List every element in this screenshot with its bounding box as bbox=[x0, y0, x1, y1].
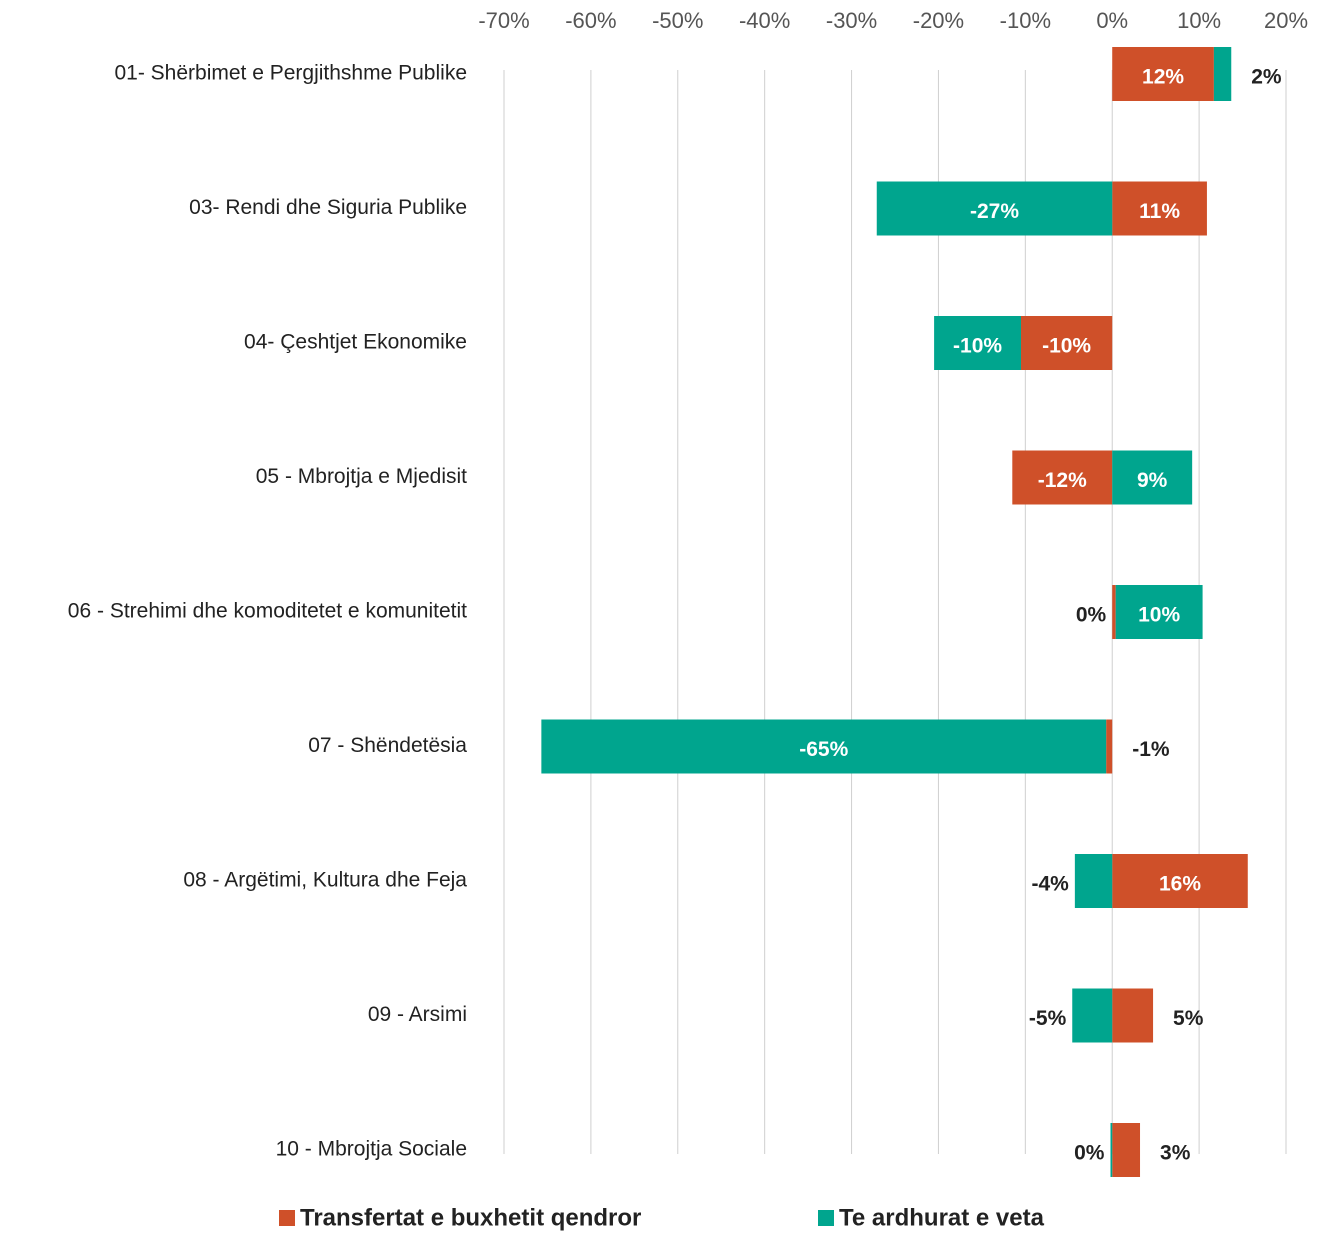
x-tick-label: 0% bbox=[1096, 8, 1128, 33]
bar bbox=[541, 719, 1107, 774]
data-label: 0% bbox=[1074, 1142, 1105, 1165]
data-label: -1% bbox=[1132, 738, 1170, 761]
data-label: -65% bbox=[799, 738, 848, 761]
data-label: 11% bbox=[1139, 200, 1180, 223]
legend-swatch bbox=[279, 1210, 295, 1226]
category-label: 03- Rendi dhe Siguria Publike bbox=[189, 196, 467, 219]
bar bbox=[1112, 47, 1214, 101]
x-tick-label: -10% bbox=[1000, 8, 1051, 33]
bar bbox=[1110, 1123, 1113, 1177]
data-label: 10% bbox=[1138, 604, 1180, 627]
category-label: 10 - Mbrojtja Sociale bbox=[276, 1138, 467, 1161]
category-label: 04- Çeshtjet Ekonomike bbox=[244, 331, 467, 354]
data-label: 16% bbox=[1159, 873, 1201, 896]
data-label: -10% bbox=[953, 335, 1002, 358]
bar bbox=[876, 181, 1113, 236]
category-label: 09 - Arsimi bbox=[368, 1003, 467, 1026]
data-label: 9% bbox=[1137, 469, 1168, 492]
data-label: 5% bbox=[1173, 1007, 1204, 1030]
x-tick-label: 20% bbox=[1264, 8, 1308, 33]
data-label: -4% bbox=[1032, 873, 1070, 896]
category-label: 05 - Mbrojtja e Mjedisit bbox=[256, 465, 467, 488]
bar bbox=[1020, 316, 1113, 370]
bar bbox=[1112, 988, 1154, 1043]
data-label: 0% bbox=[1076, 604, 1107, 627]
x-tick-label: -20% bbox=[913, 8, 964, 33]
category-label: 06 - Strehimi dhe komoditetet e komunite… bbox=[68, 600, 467, 623]
bar bbox=[934, 316, 1021, 370]
data-label: -10% bbox=[1042, 335, 1091, 358]
x-tick-label: -40% bbox=[739, 8, 790, 33]
legend-label: Transfertat e buxhetit qendror bbox=[300, 1204, 641, 1231]
bar bbox=[1112, 585, 1116, 639]
x-tick-label: -70% bbox=[478, 8, 529, 33]
legend-swatch bbox=[818, 1210, 834, 1226]
bar bbox=[1074, 854, 1113, 908]
bar bbox=[1112, 181, 1207, 236]
x-tick-label: -30% bbox=[826, 8, 877, 33]
bar bbox=[1112, 1123, 1141, 1177]
x-tick-label: -60% bbox=[565, 8, 616, 33]
category-label: 07 - Shëndetësia bbox=[308, 734, 467, 757]
data-label: 12% bbox=[1142, 66, 1184, 89]
data-label: -5% bbox=[1029, 1007, 1067, 1030]
data-label: -27% bbox=[970, 200, 1019, 223]
bar bbox=[1072, 988, 1113, 1043]
category-label: 08 - Argëtimi, Kultura dhe Feja bbox=[183, 869, 467, 892]
x-tick-label: 10% bbox=[1177, 8, 1221, 33]
category-label: 01- Shërbimet e Pergjithshme Publike bbox=[114, 62, 467, 85]
bar bbox=[1112, 450, 1193, 505]
x-tick-label: -50% bbox=[652, 8, 703, 33]
bar bbox=[1106, 719, 1113, 774]
bar bbox=[1115, 585, 1203, 639]
bar bbox=[1213, 47, 1232, 101]
data-label: 3% bbox=[1160, 1142, 1191, 1165]
bar bbox=[1012, 450, 1113, 505]
bar bbox=[1112, 854, 1248, 908]
data-label: 2% bbox=[1251, 66, 1282, 89]
legend-label: Te ardhurat e veta bbox=[839, 1204, 1045, 1231]
data-label: -12% bbox=[1038, 469, 1087, 492]
